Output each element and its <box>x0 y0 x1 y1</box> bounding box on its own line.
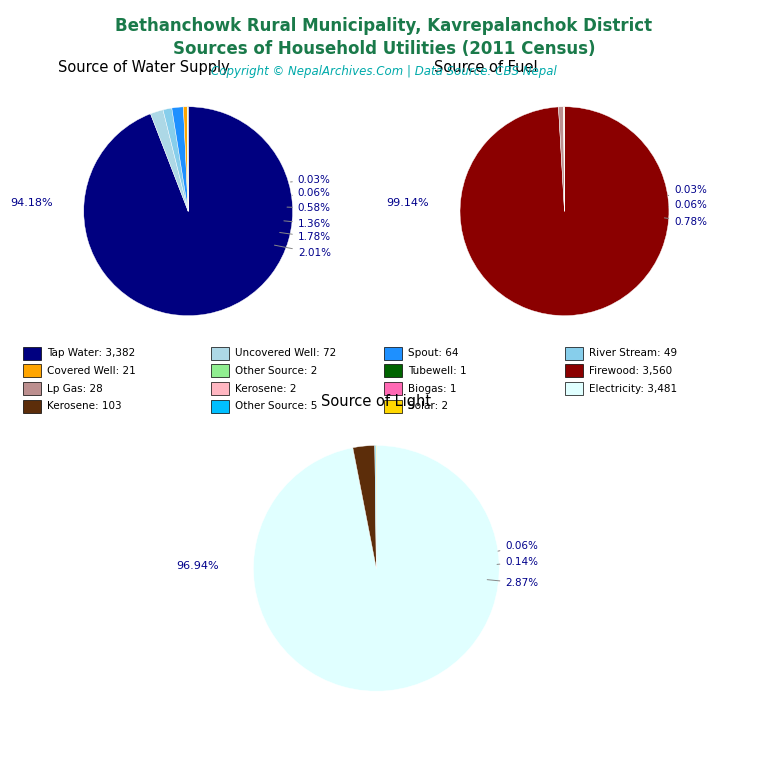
Text: Other Source: 5: Other Source: 5 <box>235 401 317 412</box>
Text: Covered Well: 21: Covered Well: 21 <box>47 366 136 376</box>
Wedge shape <box>151 110 188 211</box>
Wedge shape <box>187 107 188 211</box>
Bar <box>384 400 402 413</box>
Text: 94.18%: 94.18% <box>10 198 52 208</box>
Text: Kerosene: 2: Kerosene: 2 <box>235 383 296 394</box>
Bar <box>384 365 402 378</box>
Bar <box>564 365 583 378</box>
Text: 96.94%: 96.94% <box>177 561 219 571</box>
Bar <box>210 347 229 359</box>
Text: Other Source: 2: Other Source: 2 <box>235 366 317 376</box>
Wedge shape <box>353 445 376 568</box>
Text: 0.14%: 0.14% <box>497 557 538 568</box>
Text: Solar: 2: Solar: 2 <box>409 401 449 412</box>
Text: 2.87%: 2.87% <box>487 578 538 588</box>
Bar <box>564 347 583 359</box>
Text: Tubewell: 1: Tubewell: 1 <box>409 366 467 376</box>
Text: Tap Water: 3,382: Tap Water: 3,382 <box>47 348 135 359</box>
Text: 1.78%: 1.78% <box>280 232 331 243</box>
Text: 0.03%: 0.03% <box>290 175 331 185</box>
Bar <box>23 347 41 359</box>
Text: 2.01%: 2.01% <box>274 245 331 258</box>
Text: 0.06%: 0.06% <box>293 188 331 198</box>
Wedge shape <box>460 107 669 316</box>
Wedge shape <box>253 445 499 691</box>
Text: Bethanchowk Rural Municipality, Kavrepalanchok District: Bethanchowk Rural Municipality, Kavrepal… <box>115 17 653 35</box>
Text: 99.14%: 99.14% <box>386 198 429 208</box>
Text: Sources of Household Utilities (2011 Census): Sources of Household Utilities (2011 Cen… <box>173 40 595 58</box>
Text: Spout: 64: Spout: 64 <box>409 348 458 359</box>
Text: Source of Water Supply: Source of Water Supply <box>58 61 230 75</box>
Text: 0.06%: 0.06% <box>669 200 707 210</box>
Text: Uncovered Well: 72: Uncovered Well: 72 <box>235 348 336 359</box>
Title: Source of Light: Source of Light <box>321 395 432 409</box>
Text: 0.58%: 0.58% <box>287 203 331 213</box>
Text: Firewood: 3,560: Firewood: 3,560 <box>589 366 672 376</box>
Text: Lp Gas: 28: Lp Gas: 28 <box>47 383 103 394</box>
Text: River Stream: 49: River Stream: 49 <box>589 348 677 359</box>
Text: 0.06%: 0.06% <box>498 541 538 551</box>
Bar <box>564 382 583 396</box>
Wedge shape <box>172 107 188 211</box>
Bar <box>210 382 229 396</box>
Bar <box>210 400 229 413</box>
Wedge shape <box>163 108 188 211</box>
Wedge shape <box>184 107 188 211</box>
Wedge shape <box>84 107 293 316</box>
Text: 0.03%: 0.03% <box>668 185 707 196</box>
Bar <box>23 365 41 378</box>
Bar <box>384 347 402 359</box>
Text: Source of Fuel: Source of Fuel <box>434 61 538 75</box>
Wedge shape <box>375 445 376 568</box>
Text: Kerosene: 103: Kerosene: 103 <box>47 401 121 412</box>
Text: 1.36%: 1.36% <box>284 219 331 229</box>
Text: Biogas: 1: Biogas: 1 <box>409 383 457 394</box>
Text: 0.78%: 0.78% <box>664 217 707 227</box>
Bar <box>210 365 229 378</box>
Bar <box>23 400 41 413</box>
Wedge shape <box>558 107 564 211</box>
Text: Copyright © NepalArchives.Com | Data Source: CBS Nepal: Copyright © NepalArchives.Com | Data Sou… <box>211 65 557 78</box>
Bar <box>384 382 402 396</box>
Text: Electricity: 3,481: Electricity: 3,481 <box>589 383 677 394</box>
Bar <box>23 382 41 396</box>
